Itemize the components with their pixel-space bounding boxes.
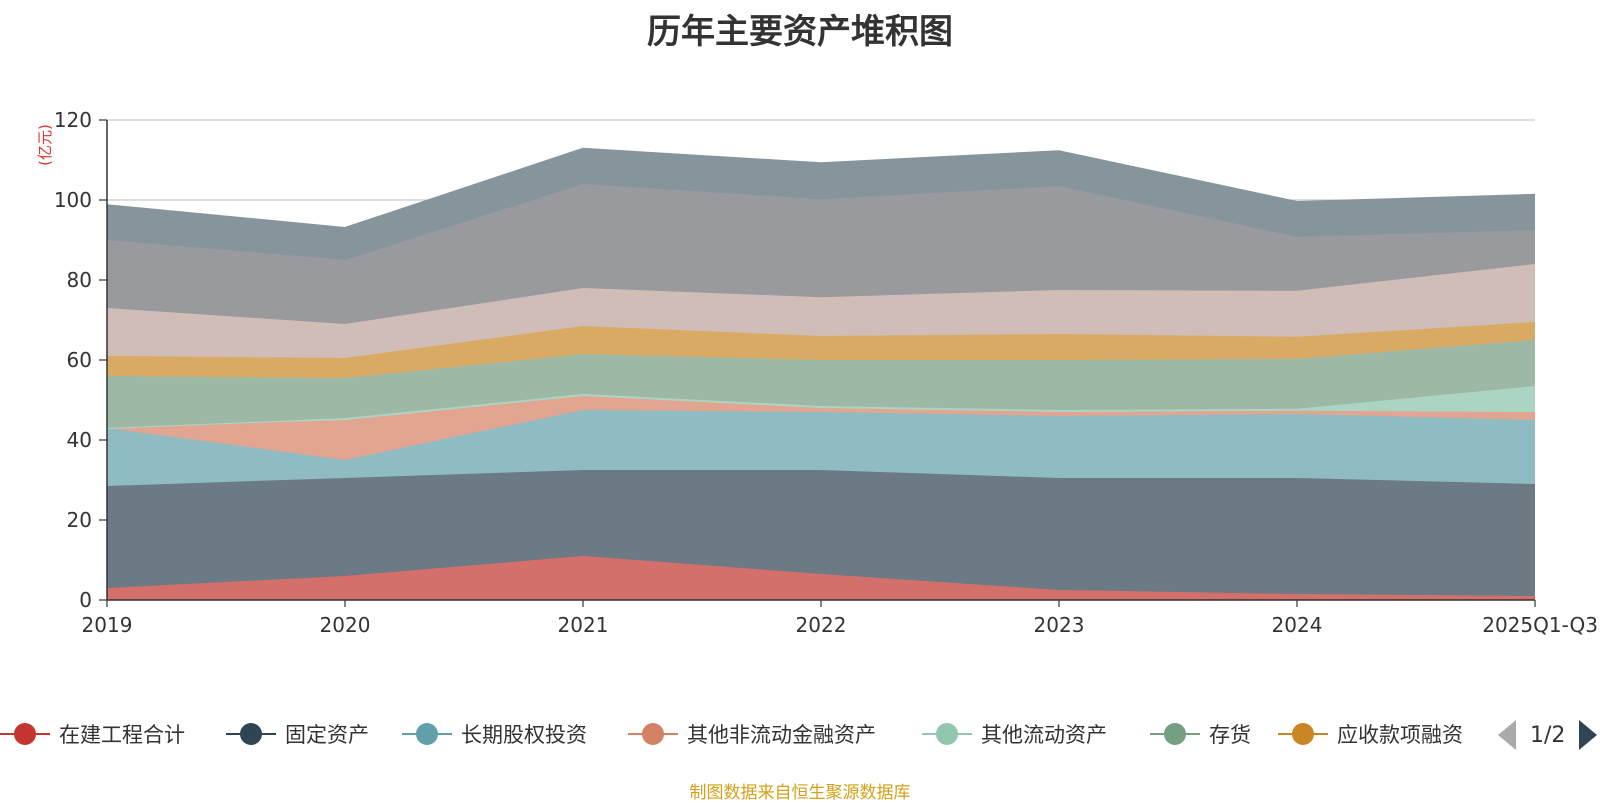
area-series-2: [107, 470, 1535, 596]
legend-next-page-icon[interactable]: [1579, 720, 1598, 750]
legend-label: 其他非流动金融资产: [687, 723, 876, 747]
area-series-8: [107, 264, 1535, 358]
legend-page-indicator: 1/2: [1530, 722, 1566, 748]
y-axis-unit-label: (亿元): [36, 124, 54, 166]
legend-item[interactable]: 存货: [1150, 716, 1251, 752]
legend-marker-icon: [1278, 716, 1328, 752]
legend-item[interactable]: 固定资产: [226, 716, 369, 752]
legend-label: 长期股权投资: [461, 723, 587, 747]
x-tick-label: 2022: [796, 613, 847, 637]
area-series-3: [107, 410, 1535, 486]
legend-label: 在建工程合计: [59, 723, 185, 747]
x-tick-label: 2024: [1272, 613, 1323, 637]
stacked-area-chart: 0 20 40 60 80 100 120 2019 2020 2021 2022 2023 2024 2…: [36, 108, 1598, 637]
data-source-note: 制图数据来自恒生聚源数据库: [689, 783, 911, 803]
x-tick-label: 2020: [320, 613, 371, 637]
x-tick-label: 2021: [558, 613, 609, 637]
legend-item[interactable]: 其他流动资产: [922, 716, 1107, 752]
legend-marker-icon: [628, 716, 678, 752]
y-tick-label: 0: [79, 588, 92, 612]
x-tick-label: 2019: [82, 613, 133, 637]
legend-item[interactable]: 其他非流动金融资产: [628, 716, 876, 752]
x-tick-label: 2023: [1034, 613, 1085, 637]
legend-item[interactable]: 长期股权投资: [402, 716, 587, 752]
legend-label: 应收款项融资: [1337, 723, 1463, 747]
area-series: [106, 147, 1536, 600]
axes: 0 20 40 60 80 100 120 2019 2020 2021 2022 2023 2024 2…: [54, 108, 1598, 637]
area-series-line-10: [106, 147, 1536, 230]
y-tick-label: 40: [67, 428, 92, 452]
legend-marker-icon: [0, 716, 50, 752]
legend-marker-icon: [922, 716, 972, 752]
y-tick-label: 60: [67, 348, 92, 372]
y-tick-label: 120: [54, 108, 92, 132]
x-tick-label: 2025Q1-Q3: [1482, 613, 1598, 637]
legend-label: 存货: [1209, 723, 1251, 747]
legend-item[interactable]: 在建工程合计: [0, 716, 185, 752]
chart-title: 历年主要资产堆积图: [647, 12, 953, 52]
legend-marker-icon: [402, 716, 452, 752]
legend-pager: 1/2: [1498, 718, 1598, 752]
y-tick-label: 20: [67, 508, 92, 532]
legend: 在建工程合计 固定资产 长期股权投资 其他非流动金融资产 其他流动资产 存货 应收款项融资: [0, 716, 1600, 752]
legend-prev-page-icon[interactable]: [1498, 720, 1516, 750]
legend-label: 固定资产: [285, 723, 369, 747]
legend-marker-icon: [1150, 716, 1200, 752]
legend-marker-icon: [226, 716, 276, 752]
legend-label: 其他流动资产: [981, 723, 1107, 747]
area-series-6: [107, 340, 1535, 428]
y-tick-label: 80: [67, 268, 92, 292]
area-series-9: [107, 184, 1535, 324]
y-tick-label: 100: [54, 188, 92, 212]
legend-item[interactable]: 应收款项融资: [1278, 716, 1463, 752]
